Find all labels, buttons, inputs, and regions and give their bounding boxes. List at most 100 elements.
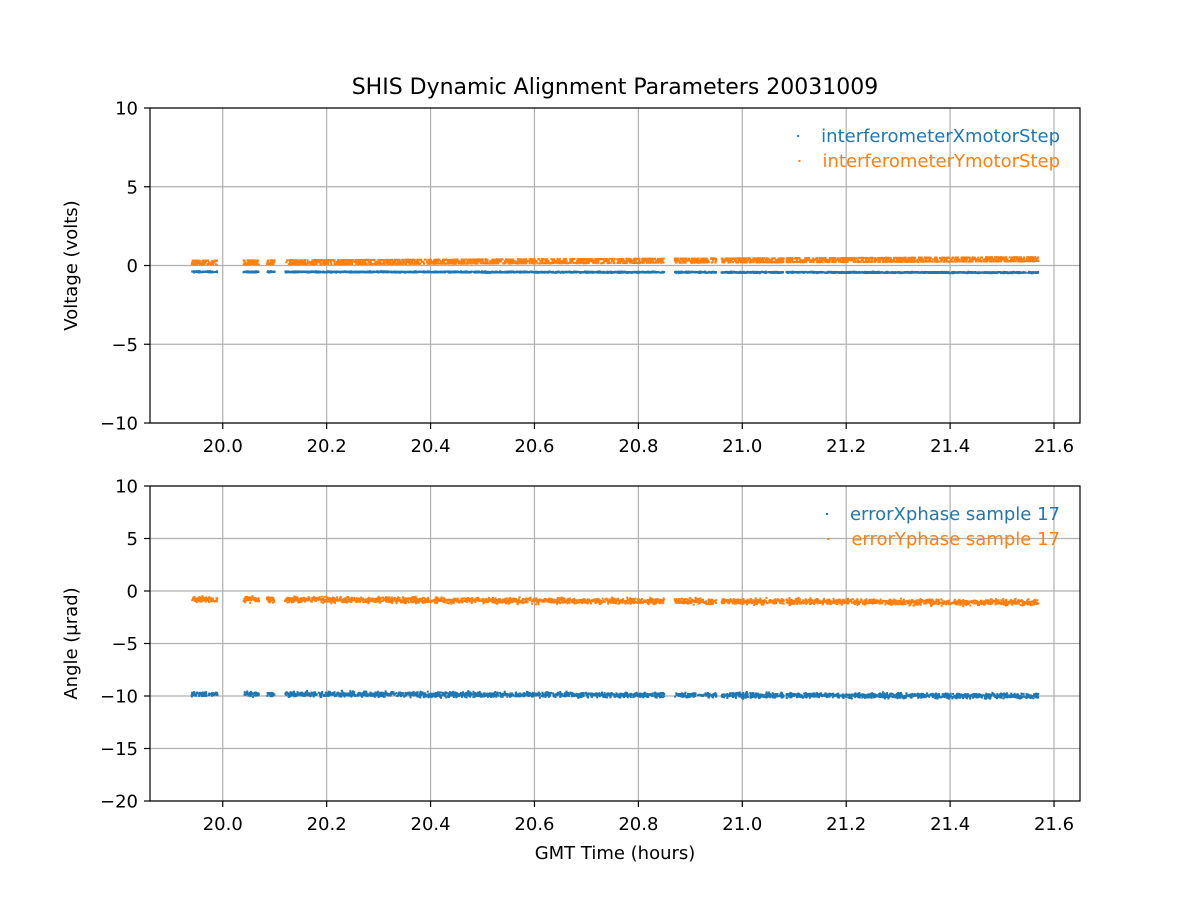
top-data-point xyxy=(191,270,194,273)
top-data-point xyxy=(521,260,524,263)
top-data-point xyxy=(530,258,533,261)
top-data-point xyxy=(387,271,390,274)
top-data-point xyxy=(626,260,629,262)
top-data-point xyxy=(997,271,1000,274)
top-data-point xyxy=(291,271,294,274)
top-data-point xyxy=(606,261,609,264)
top-data-point xyxy=(253,259,256,262)
top-data-point xyxy=(725,270,728,273)
top-data-point xyxy=(431,271,434,274)
top-data-point xyxy=(771,257,774,260)
top-data-point xyxy=(507,258,509,261)
top-data-point xyxy=(874,257,877,260)
top-data-point xyxy=(395,262,398,265)
top-data-point xyxy=(524,260,527,263)
top-data-point xyxy=(370,270,373,273)
top-data-point xyxy=(534,260,537,263)
top-data-point xyxy=(818,257,821,260)
top-data-point xyxy=(984,271,987,274)
top-data-point xyxy=(390,262,393,265)
top-data-point xyxy=(195,263,198,266)
top-data-point xyxy=(609,261,612,264)
top-data-point xyxy=(791,271,794,274)
top-data-point xyxy=(301,261,304,264)
top-data-point xyxy=(557,260,560,263)
top-data-point xyxy=(613,258,616,261)
top-data-point xyxy=(521,262,524,265)
top-data-point xyxy=(413,259,416,261)
top-data-point xyxy=(751,259,754,262)
top-data-point xyxy=(458,262,461,265)
top-data-point xyxy=(662,271,665,274)
top-data-point xyxy=(678,259,681,262)
top-data-point xyxy=(416,262,419,265)
top-data-point xyxy=(247,259,250,262)
top-data-point xyxy=(412,262,415,265)
top-data-point xyxy=(695,261,698,264)
top-data-point xyxy=(469,262,472,264)
top-data-point xyxy=(675,271,678,274)
top-data-point xyxy=(441,262,444,265)
top-data-point xyxy=(342,261,344,263)
top-data-point xyxy=(583,271,586,274)
top-data-point xyxy=(331,259,333,262)
top-data-point xyxy=(357,270,359,273)
top-data-point xyxy=(354,260,356,263)
top-data-point xyxy=(635,261,638,264)
top-data-point xyxy=(552,271,555,274)
top-data-point xyxy=(285,261,288,264)
top-data-point xyxy=(510,270,513,273)
top-data-point xyxy=(982,271,985,274)
top-data-point xyxy=(256,270,259,273)
top-data-point xyxy=(754,271,757,274)
top-data-point xyxy=(427,271,430,274)
top-data-point xyxy=(387,262,389,265)
top-data-point xyxy=(321,262,324,265)
top-data-point xyxy=(753,257,756,260)
top-data-point xyxy=(507,262,510,265)
top-data-point xyxy=(856,258,859,261)
top-data-point xyxy=(694,259,697,262)
top-data-point xyxy=(850,271,853,274)
top-data-point xyxy=(851,271,854,274)
top-data-point xyxy=(288,271,291,274)
top-data-point xyxy=(379,270,382,273)
top-data-point xyxy=(608,270,611,273)
top-data-point xyxy=(657,261,660,264)
top-data-point xyxy=(310,270,313,273)
top-data-point xyxy=(390,270,393,273)
top-data-point xyxy=(460,260,463,263)
top-data-point xyxy=(1032,271,1035,274)
top-data-point xyxy=(753,259,756,262)
top-data-point xyxy=(943,258,946,261)
top-data-point xyxy=(900,271,903,274)
top-data-point xyxy=(345,270,348,273)
top-data-point xyxy=(243,261,246,264)
top-data-point xyxy=(737,261,740,263)
top-data-point xyxy=(769,271,772,274)
top-data-point xyxy=(634,259,637,262)
top-data-point xyxy=(389,260,392,263)
top-data-point xyxy=(935,271,938,274)
top-data-point xyxy=(352,271,355,273)
top-data-point xyxy=(744,271,747,274)
top-data-point xyxy=(454,258,457,261)
top-data-point xyxy=(336,261,339,263)
top-data-point xyxy=(864,271,866,274)
top-data-point xyxy=(978,260,980,263)
top-data-point xyxy=(986,260,989,262)
top-data-point xyxy=(798,270,801,273)
top-data-point xyxy=(684,261,687,264)
top-data-point xyxy=(474,258,477,261)
top-data-point xyxy=(404,271,407,274)
top-data-point xyxy=(724,259,727,262)
top-data-point xyxy=(747,259,750,262)
top-data-point xyxy=(885,271,888,274)
top-data-point xyxy=(682,259,685,262)
top-data-point xyxy=(322,261,325,263)
top-data-point xyxy=(476,262,479,265)
top-data-point xyxy=(965,271,968,274)
top-data-point xyxy=(737,257,739,260)
top-data-point xyxy=(930,271,933,274)
top-data-point xyxy=(519,262,522,265)
